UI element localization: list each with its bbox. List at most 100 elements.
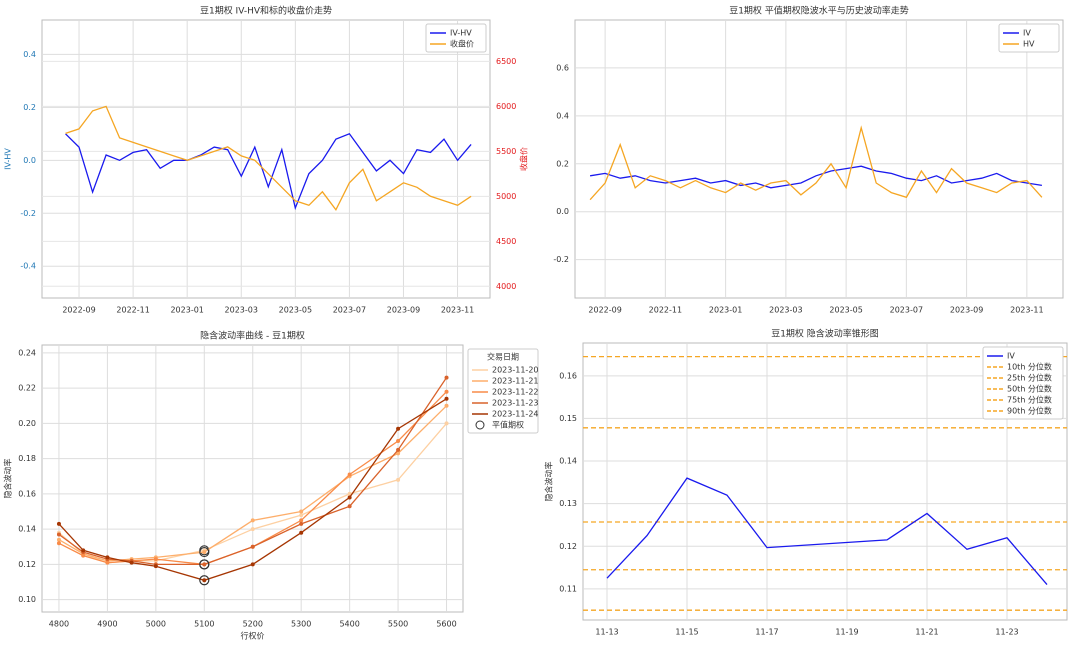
series-marker	[250, 562, 255, 567]
x-tick-label: 2023-11	[1010, 306, 1043, 315]
legend-box	[982, 346, 1064, 420]
y-tick-label: 0.2	[23, 103, 36, 112]
series-marker	[396, 426, 401, 431]
chart-title: 隐含波动率曲线 - 豆1期权	[200, 330, 305, 342]
y-tick-label: 0.16	[559, 371, 577, 380]
series-marker	[347, 504, 352, 509]
x-tick-label: 5400	[339, 620, 359, 629]
series-marker	[396, 447, 401, 452]
series-marker	[444, 375, 449, 380]
series-line	[589, 165, 1043, 189]
series-marker	[81, 548, 86, 553]
x-tick-label: 2023-01	[170, 306, 203, 315]
series-marker	[250, 544, 255, 549]
series-marker	[56, 537, 61, 542]
series-line	[606, 477, 1048, 586]
legend-label: 平值期权	[492, 420, 524, 430]
y-tick-label: -0.2	[553, 255, 569, 264]
y-tick-label: 0.4	[23, 50, 36, 59]
series-marker	[105, 555, 110, 560]
chart-title: 豆1期权 隐含波动率锥形图	[771, 328, 879, 340]
x-tick-label: 2023-03	[225, 306, 258, 315]
y2-tick-label: 6500	[496, 57, 516, 66]
y-tick-label: 0.14	[559, 457, 577, 466]
series-marker	[153, 557, 158, 562]
series-marker	[444, 421, 449, 426]
y2-tick-label: 4500	[496, 237, 516, 246]
series-marker	[202, 550, 207, 555]
x-tick-label: 2023-07	[333, 306, 366, 315]
series-marker	[347, 472, 352, 477]
legend-label: 90th 分位数	[1007, 406, 1052, 416]
legend-box	[998, 23, 1060, 53]
atm-marker	[199, 575, 210, 586]
x-tick-label: 2023-09	[950, 306, 983, 315]
x-tick-label: 2022-09	[62, 306, 95, 315]
legend-label: 2023-11-23	[492, 399, 539, 408]
x-tick-label: 2022-09	[588, 306, 621, 315]
series-marker	[56, 521, 61, 526]
series-marker	[299, 509, 304, 514]
legend-title: 交易日期	[487, 352, 519, 362]
series-marker	[56, 541, 61, 546]
legend-label: IV	[1023, 29, 1031, 38]
y-tick-label: 0.11	[559, 584, 577, 593]
y-tick-label: 0.0	[23, 156, 36, 165]
series-marker	[347, 495, 352, 500]
y-tick-label: 0.20	[18, 419, 36, 428]
legend-label: 收盘价	[450, 39, 474, 49]
x-tick-label: 5300	[291, 620, 311, 629]
series-marker	[444, 389, 449, 394]
y-tick-label: 0.16	[18, 489, 36, 498]
legend-label: 75th 分位数	[1007, 395, 1052, 405]
series-marker	[250, 518, 255, 523]
x-tick-label: 11-23	[995, 628, 1018, 637]
legend-swatch	[475, 420, 485, 430]
chart-title: 豆1期权 平值期权隐波水平与历史波动率走势	[729, 5, 909, 17]
legend-label: IV-HV	[450, 29, 472, 38]
x-tick-label: 2023-11	[441, 306, 474, 315]
y-tick-label: 0.2	[556, 159, 569, 168]
x-tick-label: 2023-09	[387, 306, 420, 315]
y-axis-label: IV-HV	[4, 148, 13, 170]
x-tick-label: 2022-11	[116, 306, 149, 315]
x-tick-label: 2023-05	[279, 306, 312, 315]
series-line	[589, 125, 1043, 201]
x-tick-label: 5200	[243, 620, 263, 629]
y-tick-label: 0.6	[556, 63, 569, 72]
x-tick-label: 5600	[436, 620, 456, 629]
series-marker	[250, 527, 255, 532]
legend-label: 2023-11-21	[492, 377, 539, 386]
series-marker	[396, 477, 401, 482]
series-marker	[202, 578, 207, 583]
x-tick-label: 2023-03	[769, 306, 802, 315]
x-tick-label: 5500	[388, 620, 408, 629]
x-tick-label: 4900	[97, 620, 117, 629]
x-tick-label: 11-13	[595, 628, 618, 637]
x-tick-label: 2022-11	[649, 306, 682, 315]
series-marker	[129, 560, 134, 565]
y-tick-label: 0.24	[18, 348, 36, 357]
y-tick-label: 0.0	[556, 207, 569, 216]
chart-title: 豆1期权 IV-HV和标的收盘价走势	[200, 5, 332, 17]
series-marker	[444, 396, 449, 401]
x-tick-label: 11-21	[915, 628, 938, 637]
legend-label: 50th 分位数	[1007, 384, 1052, 394]
series-marker	[444, 403, 449, 408]
legend-box	[425, 23, 487, 53]
y2-tick-label: 6000	[496, 102, 516, 111]
y-tick-label: 0.10	[18, 595, 36, 604]
series-marker	[299, 518, 304, 523]
y-tick-label: 0.4	[556, 111, 569, 120]
legend-label: 2023-11-20	[492, 366, 539, 375]
atm-marker	[199, 559, 210, 570]
x-tick-label: 2023-07	[890, 306, 923, 315]
series-marker	[299, 513, 304, 518]
x-tick-label: 4800	[49, 620, 69, 629]
x-tick-label: 11-17	[755, 628, 778, 637]
legend-label: 10th 分位数	[1007, 362, 1052, 372]
legend-label: 25th 分位数	[1007, 373, 1052, 383]
series-marker	[105, 560, 110, 565]
atm-marker	[199, 546, 210, 558]
